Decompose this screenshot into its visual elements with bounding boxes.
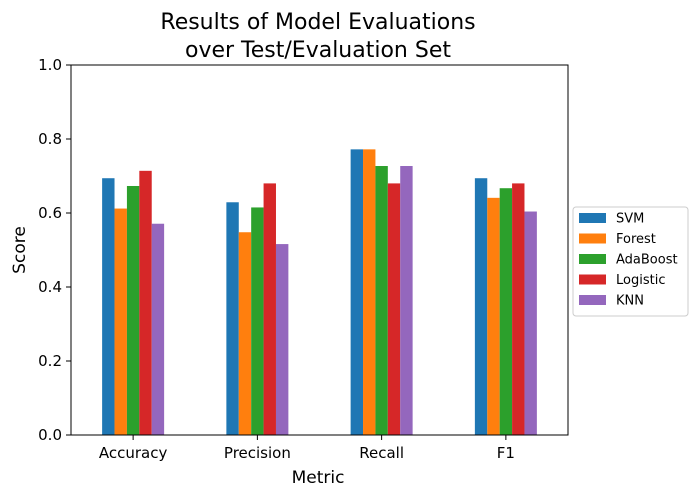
- bar-svm-precision: [226, 202, 239, 435]
- legend-label-logistic: Logistic: [616, 273, 665, 288]
- bar-svm-accuracy: [102, 178, 115, 435]
- plot-frame: [70, 64, 569, 436]
- legend-swatch-logistic: [579, 274, 606, 285]
- bar-svm-recall: [350, 149, 364, 436]
- chart-title-line-1: Results of Model Evaluations: [160, 10, 475, 35]
- y-axis: 0.0 0.2 0.4 0.6 0.8 1.0: [38, 56, 71, 444]
- y-tick-label: 0.8: [38, 130, 62, 148]
- bar-adaboost-precision: [251, 207, 264, 435]
- y-axis-label: Score: [10, 226, 30, 274]
- legend-label-knn: KNN: [616, 294, 644, 309]
- bar-logistic-accuracy: [139, 170, 152, 435]
- y-tick-label: 0.0: [38, 426, 62, 444]
- x-tick-label-f1: F1: [497, 444, 515, 462]
- legend-label-adaboost: AdaBoost: [616, 253, 678, 268]
- bar-svm-f1: [474, 178, 488, 435]
- bar-forest-f1: [487, 197, 500, 435]
- legend: SVM Forest AdaBoost Logistic KNN: [572, 206, 689, 317]
- legend-swatch-svm: [579, 213, 606, 223]
- bar-logistic-f1: [512, 183, 525, 435]
- legend-swatch-knn: [579, 295, 606, 305]
- bar-forest-accuracy: [114, 208, 127, 435]
- x-axis-label: Metric: [292, 468, 345, 488]
- bar-adaboost-f1: [499, 188, 513, 435]
- bar-logistic-recall: [387, 183, 401, 435]
- bar-logistic-precision: [263, 183, 276, 435]
- bar-forest-precision: [238, 232, 252, 435]
- bar-knn-f1: [524, 211, 537, 435]
- bar-knn-precision: [275, 244, 289, 435]
- legend-swatch-adaboost: [579, 254, 606, 264]
- bar-adaboost-accuracy: [126, 185, 140, 435]
- bar-knn-accuracy: [151, 223, 165, 435]
- x-tick-label-accuracy: Accuracy: [99, 444, 168, 462]
- y-tick-label: 1.0: [38, 56, 62, 74]
- y-tick-label: 0.6: [38, 204, 62, 222]
- legend-label-forest: Forest: [616, 232, 656, 247]
- x-tick-label-precision: Precision: [224, 444, 291, 462]
- chart-title-line-2: over Test/Evaluation Set: [185, 38, 451, 63]
- x-axis: Accuracy Precision Recall F1: [99, 435, 515, 462]
- bar-adaboost-recall: [375, 166, 388, 435]
- y-tick-label: 0.2: [38, 352, 62, 370]
- legend-swatch-forest: [579, 233, 606, 244]
- bar-forest-recall: [363, 149, 376, 436]
- y-tick-label: 0.4: [38, 278, 62, 296]
- bar-knn-recall: [400, 166, 413, 435]
- legend-label-svm: SVM: [616, 212, 644, 227]
- bars-group: [102, 149, 537, 436]
- x-tick-label-recall: Recall: [359, 444, 404, 462]
